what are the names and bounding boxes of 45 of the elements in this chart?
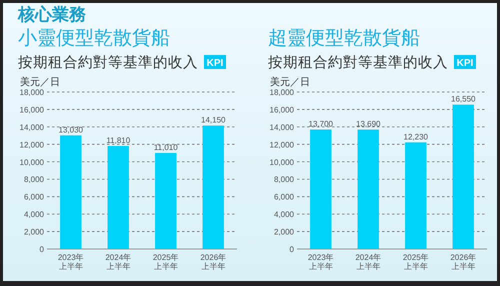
y-tick-label: 6,000: [24, 192, 45, 202]
y-tick-label: 10,000: [270, 158, 295, 167]
y-tick-label: 8,000: [274, 175, 295, 184]
y-axis-title: 美元／日: [270, 76, 310, 88]
y-tick-label: 18,000: [270, 88, 295, 97]
y-tick-label: 16,000: [270, 105, 295, 114]
data-label: 14,150: [201, 116, 226, 125]
y-tick-label: 4,000: [274, 210, 295, 220]
y-axis-title: 美元／日: [20, 76, 60, 88]
data-label: 13,030: [58, 125, 84, 134]
y-tick-label: 10,000: [20, 158, 45, 167]
text: KPI: [456, 58, 474, 69]
x-tick-label: 2026年上半年: [200, 253, 226, 271]
y-tick-label: 2,000: [24, 228, 45, 237]
data-label: 11,810: [106, 136, 131, 145]
y-tick-label: 12,000: [20, 140, 45, 150]
y-tick-label: 12,000: [270, 140, 295, 150]
y-tick-label: 18,000: [20, 88, 45, 97]
x-tick-label: 2026年上半年: [450, 253, 476, 271]
x-tick-label: 2024年上半年: [105, 253, 132, 271]
chart-title: 小靈便型乾散貨船: [18, 28, 170, 49]
y-tick-label: 4,000: [24, 210, 45, 220]
chart-subtitle: 按期租合約對等基準的收入: [268, 54, 448, 71]
x-tick-label: 2023年上半年: [308, 253, 334, 271]
chart-subtitle: 按期租合約對等基準的收入: [18, 54, 198, 71]
text: 核心業務: [17, 5, 86, 24]
chart-title: 超靈便型乾散貨船: [268, 28, 420, 49]
data-label: 13,700: [308, 120, 334, 129]
x-tick-label: 2025年上半年: [402, 253, 429, 271]
x-tick-label: 2024年上半年: [355, 253, 382, 271]
y-tick-label: 0: [40, 245, 45, 254]
data-label: 16,550: [451, 94, 476, 104]
y-tick-label: 2,000: [274, 228, 295, 237]
y-tick-label: 14,000: [270, 122, 295, 132]
y-tick-label: 0: [290, 245, 295, 254]
text: KPI: [206, 58, 224, 69]
y-tick-label: 6,000: [274, 192, 295, 202]
y-tick-label: 16,000: [20, 105, 45, 114]
y-tick-label: 14,000: [20, 122, 45, 132]
x-tick-label: 2025年上半年: [152, 253, 179, 271]
y-tick-label: 8,000: [24, 175, 45, 184]
data-label: 12,230: [404, 132, 429, 142]
data-label: 11,010: [154, 142, 178, 152]
data-label: 13,690: [356, 120, 382, 129]
x-tick-label: 2023年上半年: [58, 253, 84, 271]
